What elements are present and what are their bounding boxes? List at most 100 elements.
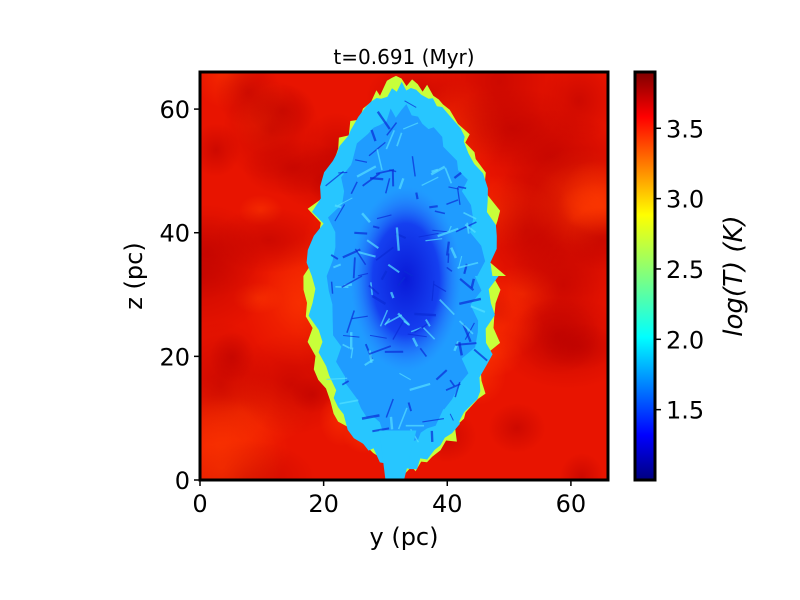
cloud-filament bbox=[434, 210, 446, 215]
cloud-filament bbox=[432, 229, 447, 233]
texture-patch bbox=[488, 402, 546, 454]
texture-patch bbox=[559, 159, 608, 237]
plot-frame bbox=[198, 70, 610, 482]
cloud-filament bbox=[414, 312, 436, 317]
cloud-filament bbox=[396, 132, 403, 147]
cloud-filament bbox=[350, 347, 354, 359]
cloud-filament bbox=[375, 246, 394, 261]
cloud-filament bbox=[368, 345, 392, 355]
cloud-filament bbox=[361, 212, 371, 223]
cloud-filament bbox=[404, 100, 417, 108]
cloud-filament bbox=[459, 297, 482, 306]
cloud-filament bbox=[402, 122, 419, 130]
cloud-filament bbox=[385, 398, 394, 418]
cloud-filament bbox=[368, 284, 380, 295]
cloud-filament bbox=[337, 197, 353, 206]
cloud-filament bbox=[454, 381, 461, 398]
cloud-filament bbox=[390, 291, 395, 299]
cloud-filament bbox=[387, 263, 400, 274]
cloud-filament bbox=[421, 176, 439, 187]
cloud-filament bbox=[447, 253, 450, 263]
cloud-filament bbox=[372, 427, 390, 433]
cloud-filament bbox=[453, 171, 462, 179]
cloud-filament bbox=[409, 382, 431, 391]
cloud-filament bbox=[385, 178, 391, 194]
cloud-filament bbox=[342, 343, 351, 349]
cloud-filament bbox=[458, 341, 463, 356]
cloud-filament bbox=[384, 314, 403, 325]
cloud-filament bbox=[457, 261, 479, 269]
cloud-filament bbox=[425, 319, 431, 327]
texture-patch bbox=[221, 79, 322, 183]
cloud-filament bbox=[389, 169, 397, 173]
cloud-filament bbox=[356, 165, 377, 178]
cloud-filament bbox=[456, 187, 461, 205]
colorbar-label: log(T) (K) bbox=[719, 215, 749, 336]
cloud-filament bbox=[435, 369, 448, 381]
cloud-filament bbox=[354, 231, 368, 235]
y-tick-label: 20 bbox=[159, 343, 190, 371]
cloud-filament bbox=[466, 222, 470, 234]
cloud-filament bbox=[361, 414, 380, 420]
colorbar-tick-label: 1.5 bbox=[666, 397, 704, 425]
cloud-filament bbox=[446, 199, 459, 206]
cloud-filament bbox=[439, 299, 455, 316]
cloud-filament bbox=[352, 257, 356, 279]
x-axis-label: y (pc) bbox=[370, 523, 439, 551]
cloud-filament bbox=[325, 170, 344, 187]
y-tick-label: 60 bbox=[159, 96, 190, 124]
cloud-filament bbox=[457, 255, 463, 269]
cloud-filament bbox=[343, 335, 360, 338]
cloud-filament bbox=[371, 294, 387, 306]
cloud-filament bbox=[444, 167, 453, 184]
cloud-filament bbox=[351, 315, 368, 320]
colorbar-frame bbox=[633, 70, 657, 482]
cloud-filament bbox=[448, 225, 452, 233]
y-axis: 0 20 40 60 bbox=[159, 96, 200, 495]
cloud-filament bbox=[376, 149, 383, 171]
cloud-filament bbox=[339, 399, 359, 405]
cloud-filament bbox=[369, 334, 387, 339]
cloud-filament bbox=[330, 281, 334, 294]
cloud-filament bbox=[403, 270, 414, 277]
cloud-filament bbox=[462, 323, 472, 343]
cloud-filament bbox=[470, 305, 486, 313]
cloud-filament bbox=[445, 383, 461, 391]
y-axis-label: z (pc) bbox=[120, 242, 148, 309]
cloud-filament bbox=[414, 322, 430, 333]
cloud-filament bbox=[446, 266, 453, 272]
cloud-filament bbox=[463, 211, 477, 220]
cloud-filament bbox=[418, 232, 439, 238]
y-tick-label: 0 bbox=[175, 467, 190, 495]
cloud-filament bbox=[389, 416, 394, 430]
cloud-filament bbox=[422, 327, 436, 340]
cloud-filament bbox=[419, 347, 428, 357]
cloud-filament bbox=[464, 223, 477, 234]
cloud-filament bbox=[431, 168, 439, 173]
cloud-filament bbox=[341, 275, 363, 289]
cold-cloud bbox=[303, 75, 506, 480]
colorbar-gradient bbox=[635, 72, 655, 480]
cloud-filament bbox=[407, 402, 412, 412]
x-tick-label: 0 bbox=[192, 490, 207, 518]
texture-patch bbox=[559, 453, 604, 480]
colorbar-tick-label: 3.5 bbox=[666, 115, 704, 143]
cloud-filament bbox=[403, 320, 411, 326]
cloud-filament bbox=[395, 227, 400, 251]
cloud-filament bbox=[357, 250, 376, 258]
cloud-filament bbox=[458, 320, 474, 335]
chart-title: t=0.691 (Myr) bbox=[333, 45, 474, 69]
texture-patch bbox=[211, 207, 327, 274]
temperature-heatmap bbox=[200, 72, 608, 480]
texture-patch bbox=[540, 72, 608, 143]
cloud-filament bbox=[376, 214, 392, 220]
y-tick-label: 40 bbox=[159, 220, 190, 248]
cloud-filament bbox=[450, 247, 458, 259]
cloud-filament bbox=[392, 320, 404, 340]
texture-patch bbox=[476, 168, 576, 295]
cloud-filament bbox=[385, 130, 395, 150]
cloud-filament bbox=[422, 418, 444, 423]
cloud-filament bbox=[455, 221, 477, 233]
cloud-filament bbox=[459, 278, 475, 291]
